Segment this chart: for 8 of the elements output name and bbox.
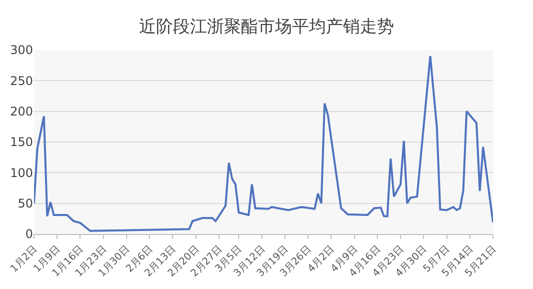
chart-title: 近阶段江浙聚酯市场平均产销走势 xyxy=(139,17,394,38)
y-tick-label: 50 xyxy=(18,196,33,211)
y-tick-label: 100 xyxy=(10,166,33,180)
y-tick-label: 200 xyxy=(10,104,33,119)
y-tick-label: 250 xyxy=(10,74,33,88)
y-tick-label: 150 xyxy=(10,135,33,150)
y-tick-label: 300 xyxy=(10,43,33,58)
y-tick-label: 0 xyxy=(25,227,33,242)
